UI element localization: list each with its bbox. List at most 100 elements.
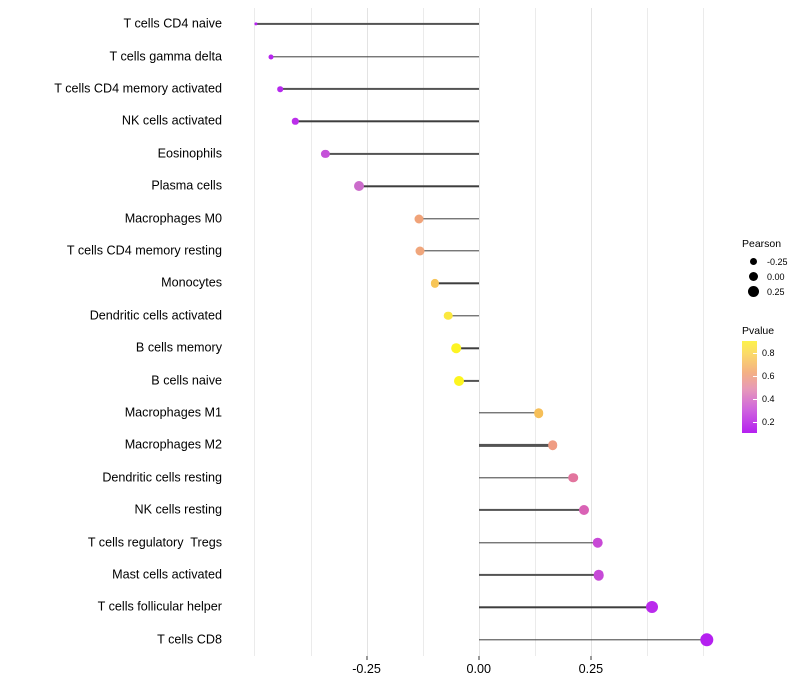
lollipop-stem (456, 347, 479, 349)
lollipop-stem (478, 412, 539, 414)
data-point[interactable] (443, 311, 453, 321)
y-axis-tick-label: T cells follicular helper (97, 599, 222, 614)
lollipop-stem (459, 379, 479, 382)
y-axis-tick-label: B cells memory (135, 340, 222, 355)
gridline-minor (647, 8, 648, 656)
x-axis-tick (478, 656, 480, 660)
data-point[interactable] (254, 22, 258, 26)
legend-size-dot (749, 258, 757, 265)
lollipop-stem (325, 152, 479, 155)
legend-entry: 0.00 (742, 269, 800, 284)
legend-size-dot (747, 286, 759, 297)
lollipop-stem (419, 217, 479, 220)
data-point[interactable] (268, 54, 274, 60)
y-axis-tick-label: T cells gamma delta (109, 49, 222, 64)
lollipop-stem (478, 509, 584, 512)
data-point[interactable] (321, 149, 330, 158)
y-axis-tick-label: T cells CD4 naive (123, 16, 222, 31)
y-axis-tick-label: T cells CD4 memory resting (66, 243, 222, 258)
lollipop-stem (478, 444, 553, 447)
lollipop-stem (280, 87, 479, 91)
gridline-minor (254, 8, 256, 656)
gridline-major (590, 8, 592, 656)
y-axis-tick-label: T cells CD4 memory activated (54, 81, 222, 96)
data-point[interactable] (277, 86, 283, 92)
data-point[interactable] (292, 118, 299, 125)
lollipop-stem (478, 477, 574, 479)
y-axis-tick-label: Plasma cells (151, 178, 222, 193)
x-axis-tick-label: 0.25 (578, 662, 604, 676)
y-axis-tick-label: NK cells resting (134, 502, 223, 517)
legend-pearson-size: Pearson -0.25 0.00 0.25 (742, 238, 800, 299)
lollipop-stem (271, 55, 479, 58)
data-point[interactable] (568, 473, 579, 483)
legend-color-tick (753, 421, 758, 423)
data-point[interactable] (534, 408, 544, 418)
legend-pvalue-gradient: 0.8 0.6 0.4 0.2 (742, 341, 800, 433)
legend-color-tick-label: 0.8 (762, 347, 775, 358)
y-axis-tick-label: Dendritic cells activated (89, 308, 222, 323)
y-axis-tick-label: Macrophages M0 (124, 211, 222, 226)
data-point[interactable] (699, 633, 714, 647)
lollipop-stem (256, 23, 479, 26)
y-axis-tick-label: Eosinophils (157, 146, 222, 161)
legend-size-swatch (742, 286, 764, 297)
data-point[interactable] (547, 440, 558, 451)
legend-color-tick-label: 0.4 (762, 393, 775, 404)
data-point[interactable] (354, 181, 365, 192)
data-point[interactable] (451, 343, 462, 353)
legend-pearson-entries: -0.25 0.00 0.25 (742, 254, 800, 299)
legend-size-swatch (742, 258, 764, 265)
y-axis-tick-label: NK cells activated (121, 113, 222, 128)
legend-color-tick-label: 0.6 (762, 370, 775, 381)
legend-pvalue-color: Pvalue 0.8 0.6 0.4 0.2 (742, 325, 800, 433)
legend-size-dot (748, 272, 758, 281)
y-axis-labels: T cells CD4 naive T cells gamma delta T ce… (0, 8, 222, 656)
gridline-minor (703, 8, 705, 656)
x-axis-tick-label: 0.00 (466, 662, 492, 676)
lollipop-stem (478, 541, 598, 544)
data-point[interactable] (415, 246, 425, 256)
data-point[interactable] (414, 214, 424, 224)
y-axis-tick-label: T cells CD8 (157, 632, 222, 647)
legend-color-tick (753, 375, 758, 377)
legend-color-tick (753, 398, 758, 400)
lollipop-stem (478, 573, 599, 577)
legend-size-swatch (742, 272, 764, 281)
plot-panel (232, 8, 730, 656)
legend-entry: 0.25 (742, 284, 800, 299)
lollipop-stem (359, 185, 479, 187)
lollipop-stem (478, 606, 652, 609)
data-point[interactable] (578, 505, 589, 516)
x-axis-tick (366, 656, 368, 660)
data-point[interactable] (592, 537, 603, 548)
y-axis-tick-label: Mast cells activated (112, 567, 222, 582)
data-point[interactable] (454, 375, 465, 386)
data-point[interactable] (593, 569, 604, 581)
y-axis-tick-label: Dendritic cells resting (102, 470, 222, 485)
x-axis-tick (590, 656, 592, 660)
legend-size-label: -0.25 (767, 256, 788, 267)
legend-color-tick (753, 352, 758, 354)
lollipop-stem (419, 250, 479, 252)
data-point[interactable] (645, 601, 658, 614)
y-axis-tick-label: T cells regulatory Tregs (87, 535, 222, 550)
x-axis: -0.25 0.00 0.25 (232, 656, 730, 686)
gridline-minor (310, 8, 312, 656)
legend-entry: -0.25 (742, 254, 800, 269)
legend-color-tick-label: 0.2 (762, 416, 775, 427)
lollipop-stem (448, 315, 479, 317)
legend-size-label: 0.00 (767, 271, 785, 282)
y-axis-tick-label: Macrophages M1 (124, 405, 222, 420)
gridline-major (478, 8, 480, 656)
y-axis-tick-label: B cells naive (151, 373, 222, 388)
lollipop-stem (434, 282, 479, 285)
gridline-minor (422, 8, 424, 656)
legend-pvalue-bar (742, 341, 757, 433)
gridline-major (366, 8, 368, 656)
legend-pvalue-title: Pvalue (742, 325, 775, 337)
data-point[interactable] (430, 279, 439, 288)
lollipop-stem (295, 120, 479, 123)
legend-pearson-title: Pearson (742, 238, 782, 250)
